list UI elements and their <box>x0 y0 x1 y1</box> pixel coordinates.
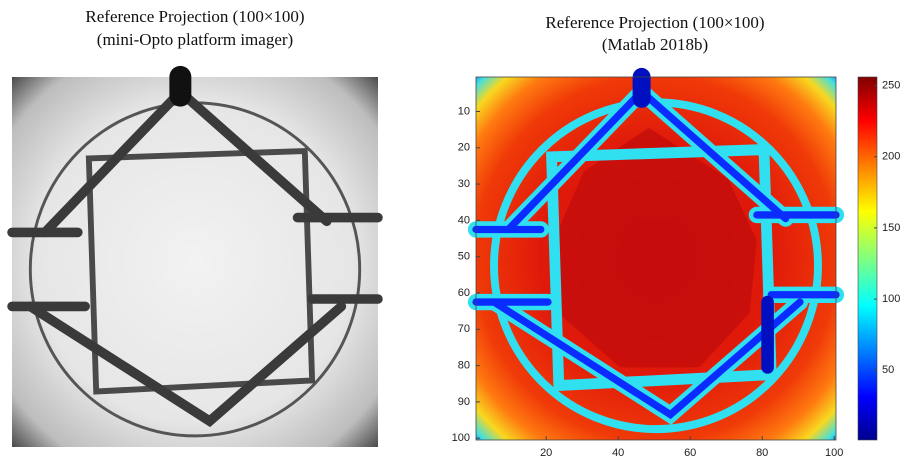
figure: Reference Projection (100×100) (mini-Opt… <box>0 0 906 461</box>
y-tick-label: 30 <box>458 178 470 190</box>
y-tick-label: 20 <box>458 142 470 154</box>
y-tick-label: 70 <box>458 323 470 335</box>
x-tick-label: 40 <box>612 447 624 459</box>
heatmap-image <box>476 77 836 440</box>
y-tick-label: 50 <box>458 251 470 263</box>
x-tick-label: 80 <box>756 447 768 459</box>
right-subtitle: (Matlab 2018b) <box>602 35 708 54</box>
left-title: Reference Projection (100×100) <box>85 7 304 26</box>
colorbar-tick-label: 150 <box>882 222 900 234</box>
colorbar-tick-label: 250 <box>882 79 900 91</box>
y-tick-label: 80 <box>458 359 470 371</box>
colorbar-tick-label: 50 <box>882 364 894 376</box>
colorbar <box>858 77 877 440</box>
x-tick-label: 20 <box>540 447 552 459</box>
y-tick-label: 10 <box>458 105 470 117</box>
colorbar-tick-label: 200 <box>882 151 900 163</box>
colorbar-tick-label: 100 <box>882 293 900 305</box>
grayscale-image <box>12 77 378 447</box>
y-tick-label: 90 <box>458 396 470 408</box>
right-title: Reference Projection (100×100) <box>545 13 764 32</box>
x-tick-label: 100 <box>825 447 843 459</box>
left-subtitle: (mini-Opto platform imager) <box>97 30 293 49</box>
y-tick-label: 100 <box>452 432 470 444</box>
y-tick-label: 40 <box>458 214 470 226</box>
x-tick-label: 60 <box>684 447 696 459</box>
y-tick-label: 60 <box>458 287 470 299</box>
